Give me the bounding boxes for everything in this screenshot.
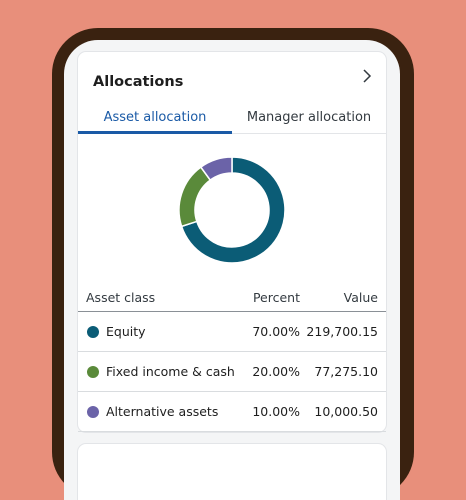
row-percent: 70.00% [252, 324, 300, 339]
row-divider [78, 351, 386, 352]
row-value: 219,700.15 [306, 324, 378, 339]
alternative-assets-color-dot [87, 406, 99, 418]
active-tab-indicator [78, 131, 232, 134]
row-percent: 20.00% [252, 364, 300, 379]
table-row-alternative-assets: Alternative assets 10.00% 10,000.50 [78, 392, 386, 432]
row-percent: 10.00% [252, 404, 300, 419]
tab-asset-allocation[interactable]: Asset allocation [103, 110, 207, 125]
row-asset-name: Equity [106, 324, 146, 339]
row-divider [78, 431, 386, 432]
table-header-divider [78, 311, 386, 312]
row-value: 10,000.50 [314, 404, 378, 419]
allocation-donut-chart [178, 156, 286, 264]
card-title: Allocations [93, 74, 184, 90]
fixed-income-color-dot [87, 366, 99, 378]
next-card [78, 444, 386, 500]
donut-slice-alternative-assets [199, 156, 233, 182]
row-asset-name: Alternative assets [106, 404, 219, 419]
column-header-percent: Percent [252, 290, 300, 305]
table-row-equity: Equity 70.00% 219,700.15 [78, 312, 386, 352]
donut-slice-fixed-income-cash [178, 166, 212, 228]
column-header-value: Value [343, 290, 378, 305]
chevron-right-icon[interactable] [362, 68, 372, 84]
tab-manager-allocation[interactable]: Manager allocation [246, 110, 372, 125]
phone-screen: Allocations Asset allocation Manager all… [64, 40, 400, 500]
column-header-asset-class: Asset class [86, 290, 156, 305]
row-divider [78, 391, 386, 392]
tab-divider [232, 133, 386, 134]
row-value: 77,275.10 [314, 364, 378, 379]
allocations-card: Allocations Asset allocation Manager all… [78, 52, 386, 432]
row-asset-name: Fixed income & cash [106, 364, 235, 379]
table-row-fixed-income: Fixed income & cash 20.00% 77,275.10 [78, 352, 386, 392]
donut-slice-equity [180, 156, 286, 264]
equity-color-dot [87, 326, 99, 338]
